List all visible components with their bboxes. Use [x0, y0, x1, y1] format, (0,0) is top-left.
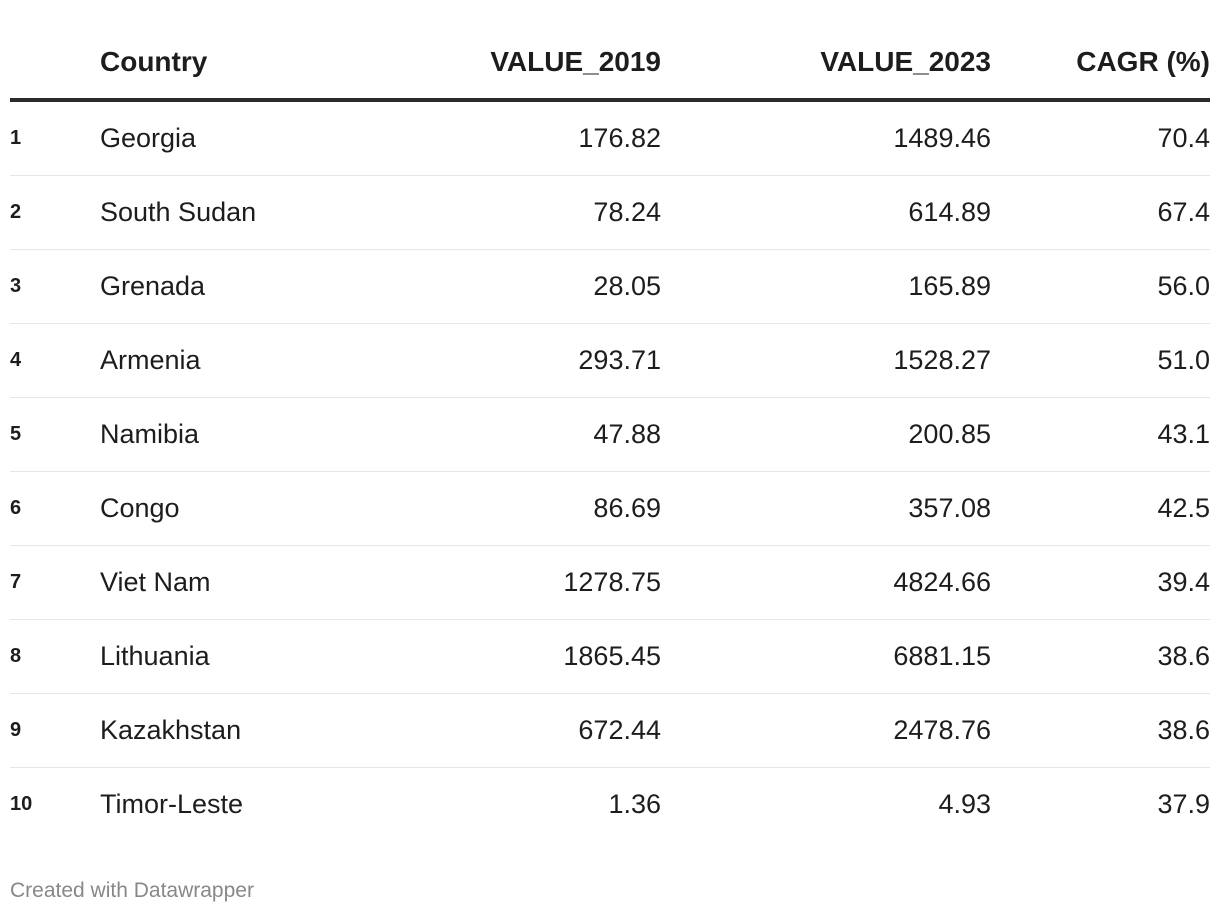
cagr-cell: 51.0 — [991, 323, 1210, 398]
value-2023-cell: 1528.27 — [661, 323, 991, 398]
rank-cell: 8 — [10, 619, 100, 694]
value-2019-cell: 293.71 — [360, 323, 661, 398]
cagr-cell: 37.9 — [1157, 789, 1210, 819]
country-cell: South Sudan — [100, 175, 360, 250]
rank-cell: 6 — [10, 471, 100, 546]
rank-cell: 4 — [10, 323, 100, 398]
table-row: 10 Timor-Leste 1.36 4.93 37.9 — [10, 768, 1210, 842]
table-row: 2 South Sudan 78.24 614.89 67.4 — [10, 175, 1210, 250]
cagr-cell: 70.4 — [991, 100, 1210, 176]
rank-cell: 9 — [10, 693, 100, 768]
value-2019-cell: 1.36 — [608, 789, 661, 819]
value-2019-cell: 86.69 — [360, 471, 661, 546]
rank-cell: 10 — [10, 793, 33, 815]
country-cell: Congo — [100, 471, 360, 546]
value-2023-cell: 1489.46 — [661, 100, 991, 176]
cagr-cell: 67.4 — [991, 175, 1210, 250]
country-cell: Armenia — [100, 323, 360, 398]
header-cagr[interactable]: CAGR (%) — [991, 26, 1210, 102]
value-2019-cell: 47.88 — [360, 397, 661, 472]
table-row: 9 Kazakhstan 672.44 2478.76 38.6 — [10, 693, 1210, 768]
value-2023-cell: 4.93 — [938, 789, 991, 819]
rank-cell: 1 — [10, 100, 100, 176]
header-value-2019[interactable]: VALUE_2019 — [360, 26, 661, 102]
country-cell: Viet Nam — [100, 545, 360, 620]
value-2019-cell: 78.24 — [360, 175, 661, 250]
rank-cell: 7 — [10, 545, 100, 620]
value-2023-cell: 200.85 — [661, 397, 991, 472]
country-cell: Grenada — [100, 249, 360, 324]
datawrapper-credit: Created with Datawrapper — [10, 879, 254, 902]
value-2019-cell: 1278.75 — [360, 545, 661, 620]
header-rank[interactable] — [10, 26, 100, 102]
table-row: 8 Lithuania 1865.45 6881.15 38.6 — [10, 619, 1210, 694]
data-table: Country VALUE_2019 VALUE_2023 CAGR (%) 1… — [10, 26, 1210, 841]
data-table-container: Country VALUE_2019 VALUE_2023 CAGR (%) 1… — [10, 26, 1210, 841]
header-value-2023[interactable]: VALUE_2023 — [661, 26, 991, 102]
table-row: 1 Georgia 176.82 1489.46 70.4 — [10, 100, 1210, 176]
value-2023-cell: 4824.66 — [661, 545, 991, 620]
header-country[interactable]: Country — [100, 26, 360, 102]
cagr-cell: 38.6 — [991, 619, 1210, 694]
table-row: 7 Viet Nam 1278.75 4824.66 39.4 — [10, 545, 1210, 620]
cagr-cell: 39.4 — [991, 545, 1210, 620]
rank-cell: 3 — [10, 249, 100, 324]
country-cell: Kazakhstan — [100, 693, 360, 768]
value-2019-cell: 176.82 — [360, 100, 661, 176]
country-cell: Timor-Leste — [100, 789, 244, 819]
table-header: Country VALUE_2019 VALUE_2023 CAGR (%) — [10, 26, 1210, 102]
value-2019-cell: 28.05 — [360, 249, 661, 324]
country-cell: Namibia — [100, 397, 360, 472]
table-row: 4 Armenia 293.71 1528.27 51.0 — [10, 323, 1210, 398]
table-row: 5 Namibia 47.88 200.85 43.1 — [10, 397, 1210, 472]
rank-cell: 5 — [10, 397, 100, 472]
cagr-cell: 42.5 — [991, 471, 1210, 546]
rank-cell: 2 — [10, 175, 100, 250]
value-2019-cell: 672.44 — [360, 693, 661, 768]
value-2023-cell: 614.89 — [661, 175, 991, 250]
table-body: 1 Georgia 176.82 1489.46 70.4 2 South Sudan 78.… — [10, 100, 1210, 841]
table-row: 6 Congo 86.69 357.08 42.5 — [10, 471, 1210, 546]
value-2023-cell: 2478.76 — [661, 693, 991, 768]
table-row: 3 Grenada 28.05 165.89 56.0 — [10, 249, 1210, 324]
cagr-cell: 38.6 — [991, 693, 1210, 768]
value-2019-cell: 1865.45 — [360, 619, 661, 694]
value-2023-cell: 6881.15 — [661, 619, 991, 694]
cagr-cell: 56.0 — [991, 249, 1210, 324]
value-2023-cell: 357.08 — [661, 471, 991, 546]
country-cell: Georgia — [100, 100, 360, 176]
header-row: Country VALUE_2019 VALUE_2023 CAGR (%) — [10, 26, 1210, 102]
value-2023-cell: 165.89 — [661, 249, 991, 324]
country-cell: Lithuania — [100, 619, 360, 694]
cagr-cell: 43.1 — [991, 397, 1210, 472]
